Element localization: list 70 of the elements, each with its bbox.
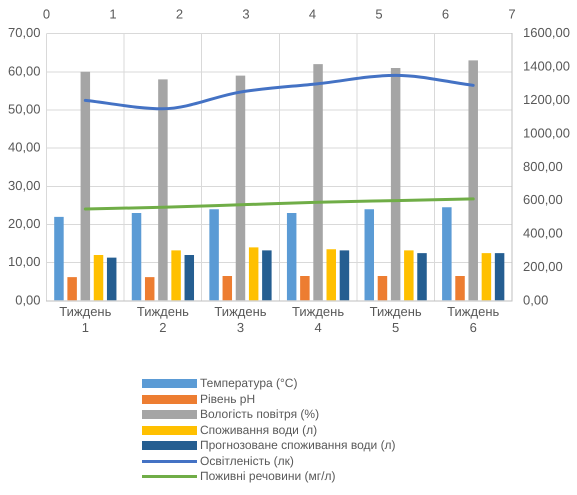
bar — [390, 68, 400, 300]
y2-tick-label: 200,00 — [523, 258, 563, 274]
bar — [132, 213, 142, 300]
bar — [364, 209, 374, 300]
x2-tick-label: 4 — [308, 6, 316, 22]
line-series — [84, 74, 475, 110]
y2-tick-label: 1000,00 — [523, 125, 570, 140]
bar — [94, 254, 104, 300]
bar — [171, 250, 181, 300]
bar — [404, 250, 414, 300]
legend-label: Освітленість (лк) — [200, 454, 294, 469]
y-tick-label: 10,00 — [8, 254, 41, 270]
bar — [144, 277, 154, 300]
legend-label: Температура (°C) — [200, 376, 298, 392]
bar — [236, 76, 246, 300]
legend-label: Рівень pH — [200, 392, 256, 407]
bar — [455, 276, 465, 300]
x-tick-label: Тиждень 4 — [292, 304, 344, 335]
legend-label: Вологість повітря (%) — [200, 407, 320, 422]
bar — [468, 60, 478, 300]
legend-label: Споживання води (л) — [200, 422, 318, 438]
x2-tick-label: 1 — [109, 6, 117, 22]
y-tick-label: 60,00 — [8, 63, 41, 78]
x-tick-label: Тиждень 5 — [370, 304, 422, 335]
legend-label: Прогнозоване споживання води (л) — [200, 438, 396, 454]
bar — [54, 216, 64, 300]
line-series — [84, 197, 475, 210]
bar — [494, 253, 504, 300]
bar — [80, 72, 90, 300]
y2-tick-label: 1600,00 — [523, 25, 570, 40]
y-tick-label: 50,00 — [8, 102, 41, 117]
y2-tick-label: 0,00 — [523, 292, 548, 308]
bar — [482, 253, 492, 300]
y2-tick-label: 1200,00 — [523, 92, 570, 107]
bar — [209, 209, 219, 300]
y2-tick-label: 400,00 — [523, 226, 563, 241]
x-tick-label: Тиждень 3 — [214, 304, 267, 335]
y-tick-label: 70,00 — [8, 25, 41, 40]
legend-label: Поживні речовини (мг/л) — [200, 469, 336, 484]
x2-tick-label: 2 — [176, 6, 184, 22]
y2-tick-label: 1400,00 — [523, 58, 570, 74]
bar — [442, 207, 452, 300]
bar — [184, 254, 194, 300]
bar — [340, 250, 350, 300]
x2-tick-label: 7 — [508, 6, 516, 22]
y-tick-label: 40,00 — [8, 140, 41, 155]
x-tick-label: Тиждень 1 — [59, 304, 112, 335]
x2-tick-label: 3 — [242, 6, 250, 22]
bar — [417, 253, 427, 300]
x2-tick-label: 5 — [375, 6, 383, 22]
bar — [158, 79, 168, 300]
x-tick-label: Тиждень 6 — [447, 304, 500, 335]
x2-tick-label: 0 — [42, 6, 50, 22]
bar — [248, 247, 258, 300]
y-tick-label: 20,00 — [8, 216, 41, 232]
bar — [67, 277, 77, 300]
bar — [378, 276, 388, 300]
x-tick-label: Тиждень 2 — [136, 304, 190, 335]
x2-tick-label: 6 — [442, 6, 450, 22]
bar — [326, 249, 336, 300]
y2-tick-label: 600,00 — [523, 192, 563, 208]
bar — [262, 250, 272, 300]
bar — [286, 213, 296, 300]
y-tick-label: 0,00 — [15, 292, 41, 308]
y-tick-label: 30,00 — [8, 178, 41, 193]
bar — [313, 64, 323, 300]
bar — [222, 276, 232, 300]
bar — [106, 258, 116, 300]
y2-tick-label: 800,00 — [523, 158, 563, 174]
bar — [300, 276, 310, 300]
